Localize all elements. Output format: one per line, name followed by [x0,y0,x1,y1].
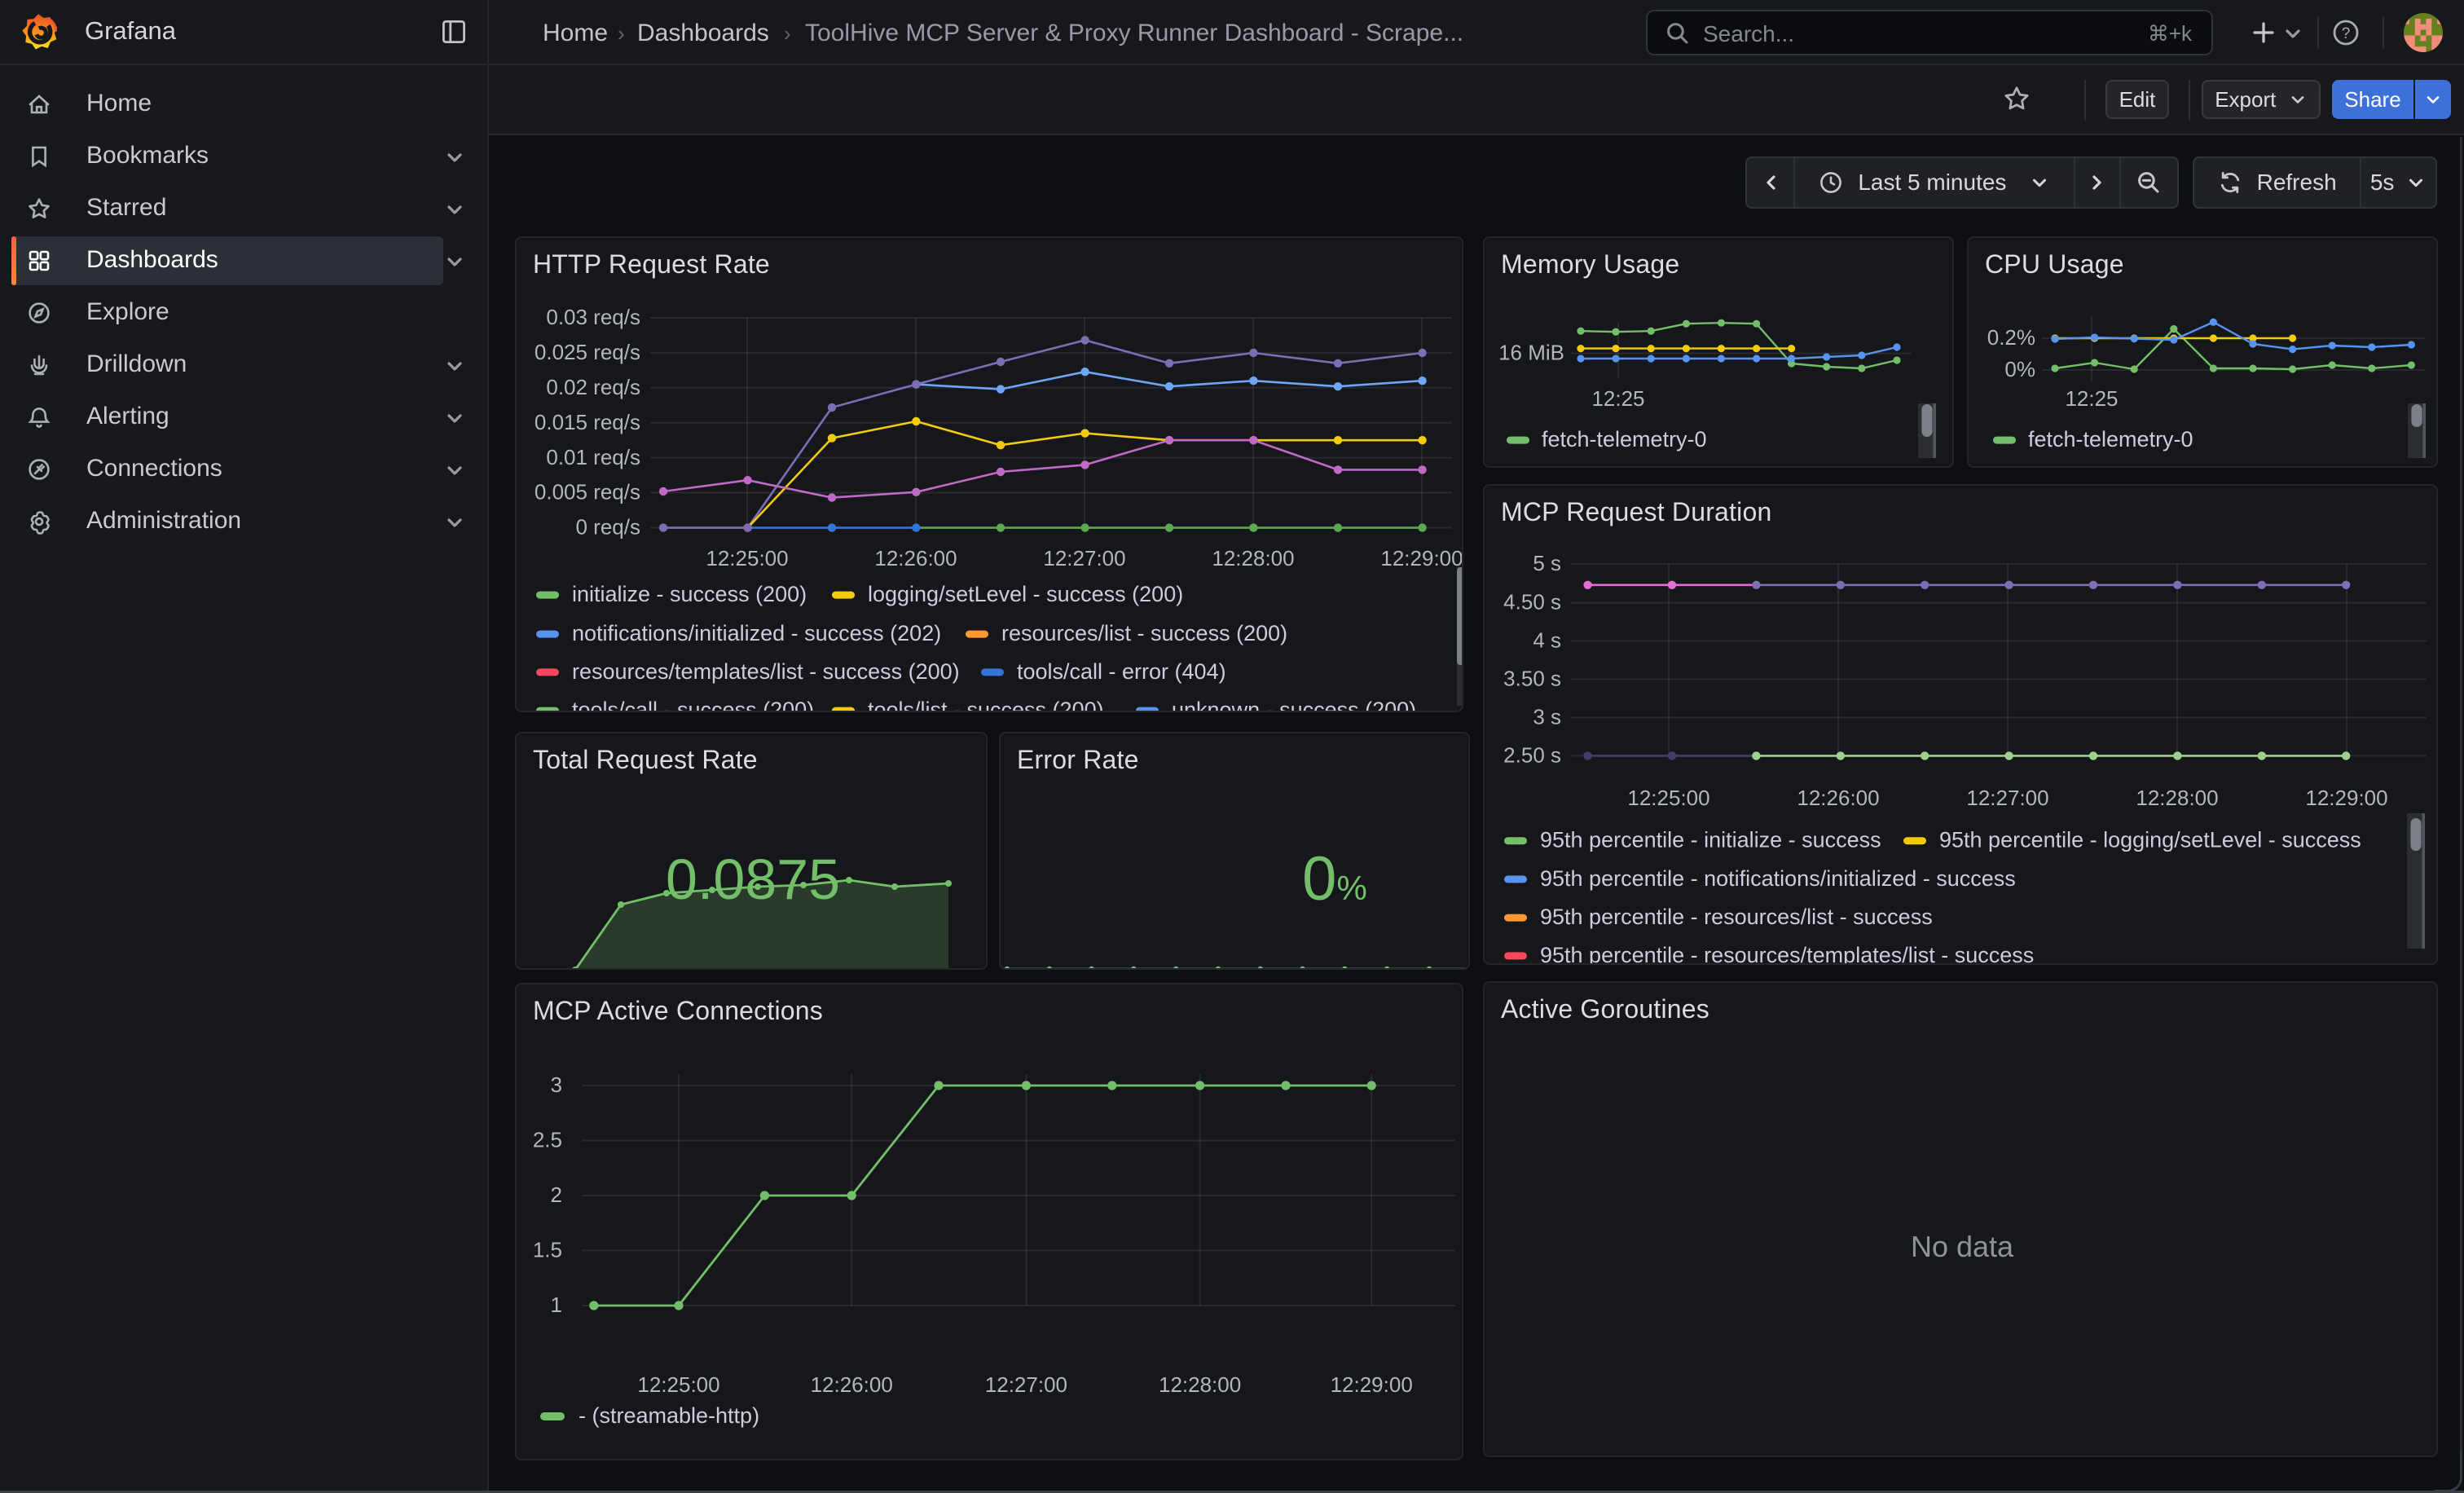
svg-text:12:28:00: 12:28:00 [1212,546,1294,570]
svg-text:12:26:00: 12:26:00 [874,546,957,570]
svg-text:12:28:00: 12:28:00 [2136,786,2218,810]
svg-text:16 MiB: 16 MiB [1498,341,1564,365]
svg-text:0 req/s: 0 req/s [576,515,641,540]
svg-text:0.01 req/s: 0.01 req/s [546,445,640,469]
svg-text:2.50 s: 2.50 s [1503,742,1561,767]
svg-text:12:27:00: 12:27:00 [1043,546,1125,570]
svg-text:2: 2 [551,1183,562,1207]
svg-text:tools/call - error (404): tools/call - error (404) [1017,659,1226,684]
svg-text:1: 1 [551,1293,562,1317]
svg-text:12:29:00: 12:29:00 [1331,1372,1413,1397]
svg-text:0.0875: 0.0875 [666,848,840,911]
svg-text:?: ? [2342,25,2351,42]
svg-text:5 s: 5 s [1533,551,1561,575]
svg-text:12:25: 12:25 [1591,386,1644,411]
svg-text:0.02 req/s: 0.02 req/s [546,375,640,399]
svg-text:12:27:00: 12:27:00 [1966,786,2048,810]
svg-text:4.50 s: 4.50 s [1503,590,1561,614]
svg-text:0%: 0% [2004,357,2035,381]
svg-text:12:29:00: 12:29:00 [1380,546,1463,570]
svg-text:12:25:00: 12:25:00 [706,546,788,570]
svg-text:resources/templates/list - suc: resources/templates/list - success (200) [572,659,960,684]
svg-text:3: 3 [551,1072,562,1097]
svg-text:initialize - success (200): initialize - success (200) [572,582,807,606]
svg-text:4 s: 4 s [1533,628,1561,653]
svg-text:logging/setLevel - success (20: logging/setLevel - success (200) [868,582,1183,606]
svg-text:0.03 req/s: 0.03 req/s [546,305,640,329]
svg-text:tools/call - success (200): tools/call - success (200) [572,698,814,712]
svg-text:unknown - success (200): unknown - success (200) [1172,698,1416,712]
svg-text:95th percentile - logging/setL: 95th percentile - logging/setLevel - suc… [1939,828,2361,852]
svg-text:0%: 0% [1302,844,1367,914]
svg-text:resources/list - success (200): resources/list - success (200) [1001,621,1287,645]
svg-text:12:26:00: 12:26:00 [811,1372,893,1397]
svg-text:- (streamable-http): - (streamable-http) [579,1403,759,1428]
svg-text:12:25: 12:25 [2065,386,2118,411]
svg-text:fetch-telemetry-0: fetch-telemetry-0 [1542,427,1707,451]
svg-text:tools/list - success (200): tools/list - success (200) [868,698,1104,712]
svg-text:95th percentile - notification: 95th percentile - notifications/initiali… [1540,866,2016,891]
svg-text:2.5: 2.5 [533,1128,562,1152]
svg-text:12:26:00: 12:26:00 [1797,786,1879,810]
svg-text:fetch-telemetry-0: fetch-telemetry-0 [2028,427,2193,451]
svg-text:12:25:00: 12:25:00 [637,1372,719,1397]
svg-text:95th percentile - resources/te: 95th percentile - resources/templates/li… [1540,943,2034,965]
svg-text:95th percentile - initialize -: 95th percentile - initialize - success [1540,828,1881,852]
svg-text:12:28:00: 12:28:00 [1159,1372,1241,1397]
svg-text:12:25:00: 12:25:00 [1627,786,1709,810]
svg-text:3 s: 3 s [1533,704,1561,729]
svg-text:12:27:00: 12:27:00 [985,1372,1067,1397]
svg-text:notifications/initialized - su: notifications/initialized - success (202… [572,621,941,645]
svg-text:12:29:00: 12:29:00 [2305,786,2387,810]
svg-text:0.005 req/s: 0.005 req/s [535,480,640,504]
svg-text:3.50 s: 3.50 s [1503,666,1561,690]
svg-text:0.2%: 0.2% [1987,325,2035,350]
svg-text:0.025 req/s: 0.025 req/s [535,340,640,364]
svg-text:95th percentile - resources/li: 95th percentile - resources/list - succe… [1540,905,1933,929]
svg-text:No data: No data [1911,1230,2014,1263]
svg-text:1.5: 1.5 [533,1237,562,1262]
svg-text:0.015 req/s: 0.015 req/s [535,410,640,434]
